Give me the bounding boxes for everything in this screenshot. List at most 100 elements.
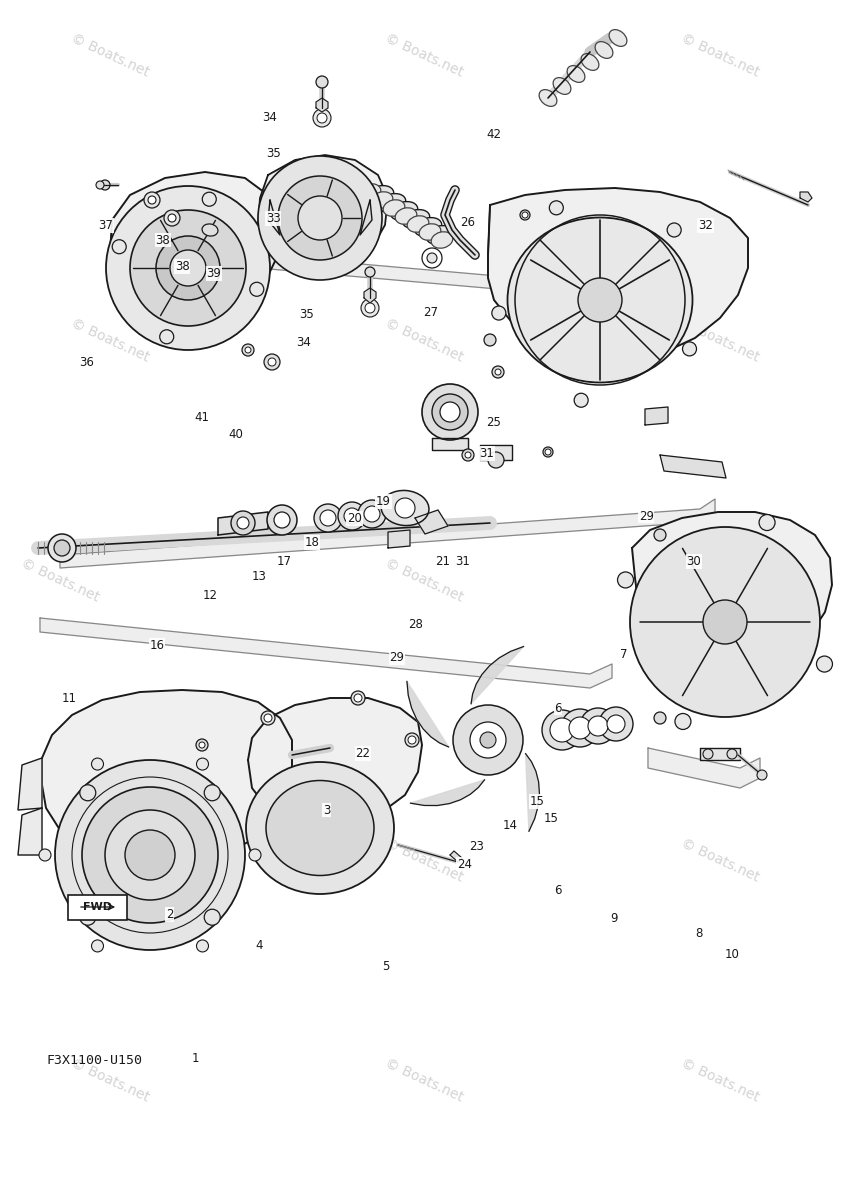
Circle shape: [550, 718, 574, 742]
Text: © Boats.net: © Boats.net: [382, 316, 466, 365]
Polygon shape: [632, 512, 832, 665]
Polygon shape: [18, 758, 42, 810]
Circle shape: [617, 572, 633, 588]
Ellipse shape: [427, 226, 454, 245]
Circle shape: [588, 716, 608, 736]
Circle shape: [100, 180, 110, 190]
Ellipse shape: [246, 762, 394, 894]
Ellipse shape: [390, 202, 418, 221]
Text: 3: 3: [323, 804, 330, 816]
Text: © Boats.net: © Boats.net: [678, 556, 762, 605]
Text: © Boats.net: © Boats.net: [678, 316, 762, 365]
Polygon shape: [360, 200, 372, 235]
Text: F3X1100-U150: F3X1100-U150: [46, 1054, 142, 1067]
Ellipse shape: [407, 216, 429, 233]
Text: 35: 35: [265, 148, 281, 160]
Circle shape: [817, 656, 833, 672]
Circle shape: [351, 691, 365, 704]
Text: 15: 15: [544, 812, 559, 824]
Polygon shape: [415, 510, 448, 534]
Circle shape: [80, 910, 96, 925]
Text: © Boats.net: © Boats.net: [19, 556, 102, 605]
Circle shape: [365, 266, 375, 277]
Circle shape: [258, 156, 382, 280]
Circle shape: [675, 714, 691, 730]
Ellipse shape: [415, 217, 442, 236]
Text: 21: 21: [435, 556, 450, 568]
Circle shape: [703, 749, 713, 758]
Circle shape: [237, 517, 249, 529]
Text: 18: 18: [304, 536, 320, 548]
Polygon shape: [526, 754, 539, 832]
Circle shape: [130, 210, 246, 326]
Polygon shape: [110, 172, 282, 318]
Circle shape: [599, 707, 633, 740]
Text: © Boats.net: © Boats.net: [382, 556, 466, 605]
Text: 1: 1: [192, 1052, 198, 1064]
Circle shape: [264, 714, 272, 722]
Ellipse shape: [381, 491, 429, 526]
Circle shape: [432, 394, 468, 430]
Text: 29: 29: [389, 652, 404, 664]
Circle shape: [465, 452, 471, 458]
Polygon shape: [364, 288, 376, 302]
Circle shape: [453, 704, 523, 775]
Polygon shape: [40, 618, 612, 688]
Circle shape: [703, 600, 747, 644]
Circle shape: [545, 449, 551, 455]
Polygon shape: [258, 155, 388, 268]
Circle shape: [80, 785, 96, 800]
Circle shape: [148, 196, 156, 204]
Circle shape: [364, 506, 380, 522]
Circle shape: [408, 736, 416, 744]
Polygon shape: [645, 407, 668, 425]
Polygon shape: [471, 647, 523, 703]
Text: © Boats.net: © Boats.net: [382, 835, 466, 884]
Circle shape: [427, 253, 437, 263]
Circle shape: [112, 240, 126, 253]
Circle shape: [543, 446, 553, 457]
Ellipse shape: [595, 42, 613, 59]
Ellipse shape: [539, 90, 557, 107]
Text: 39: 39: [206, 268, 221, 280]
Polygon shape: [388, 530, 410, 548]
Text: © Boats.net: © Boats.net: [382, 31, 466, 79]
Circle shape: [727, 749, 737, 758]
Ellipse shape: [507, 217, 693, 383]
Text: 8: 8: [695, 928, 702, 940]
Circle shape: [245, 347, 251, 353]
Text: 36: 36: [79, 356, 94, 368]
Circle shape: [313, 109, 331, 127]
Circle shape: [550, 200, 563, 215]
Text: 16: 16: [149, 640, 165, 652]
Ellipse shape: [395, 208, 417, 224]
Circle shape: [170, 250, 206, 286]
Circle shape: [242, 344, 254, 356]
Text: 27: 27: [423, 306, 438, 318]
Circle shape: [274, 512, 290, 528]
Polygon shape: [407, 682, 449, 746]
Circle shape: [92, 940, 103, 952]
Circle shape: [580, 708, 616, 744]
Circle shape: [96, 181, 104, 188]
Text: 9: 9: [611, 912, 617, 924]
Polygon shape: [450, 851, 462, 862]
Circle shape: [268, 358, 276, 366]
Text: 41: 41: [194, 412, 209, 424]
Text: 15: 15: [529, 796, 544, 808]
Ellipse shape: [202, 224, 218, 236]
Circle shape: [320, 510, 336, 526]
Circle shape: [250, 282, 264, 296]
Circle shape: [520, 210, 530, 220]
Text: 6: 6: [555, 884, 561, 896]
Circle shape: [484, 334, 496, 346]
Circle shape: [164, 210, 180, 226]
Text: 38: 38: [175, 260, 190, 272]
Circle shape: [48, 534, 76, 562]
Ellipse shape: [609, 30, 627, 47]
Text: © Boats.net: © Boats.net: [678, 31, 762, 79]
Circle shape: [607, 715, 625, 733]
Circle shape: [261, 710, 275, 725]
Text: 35: 35: [299, 308, 315, 320]
Ellipse shape: [567, 66, 585, 83]
